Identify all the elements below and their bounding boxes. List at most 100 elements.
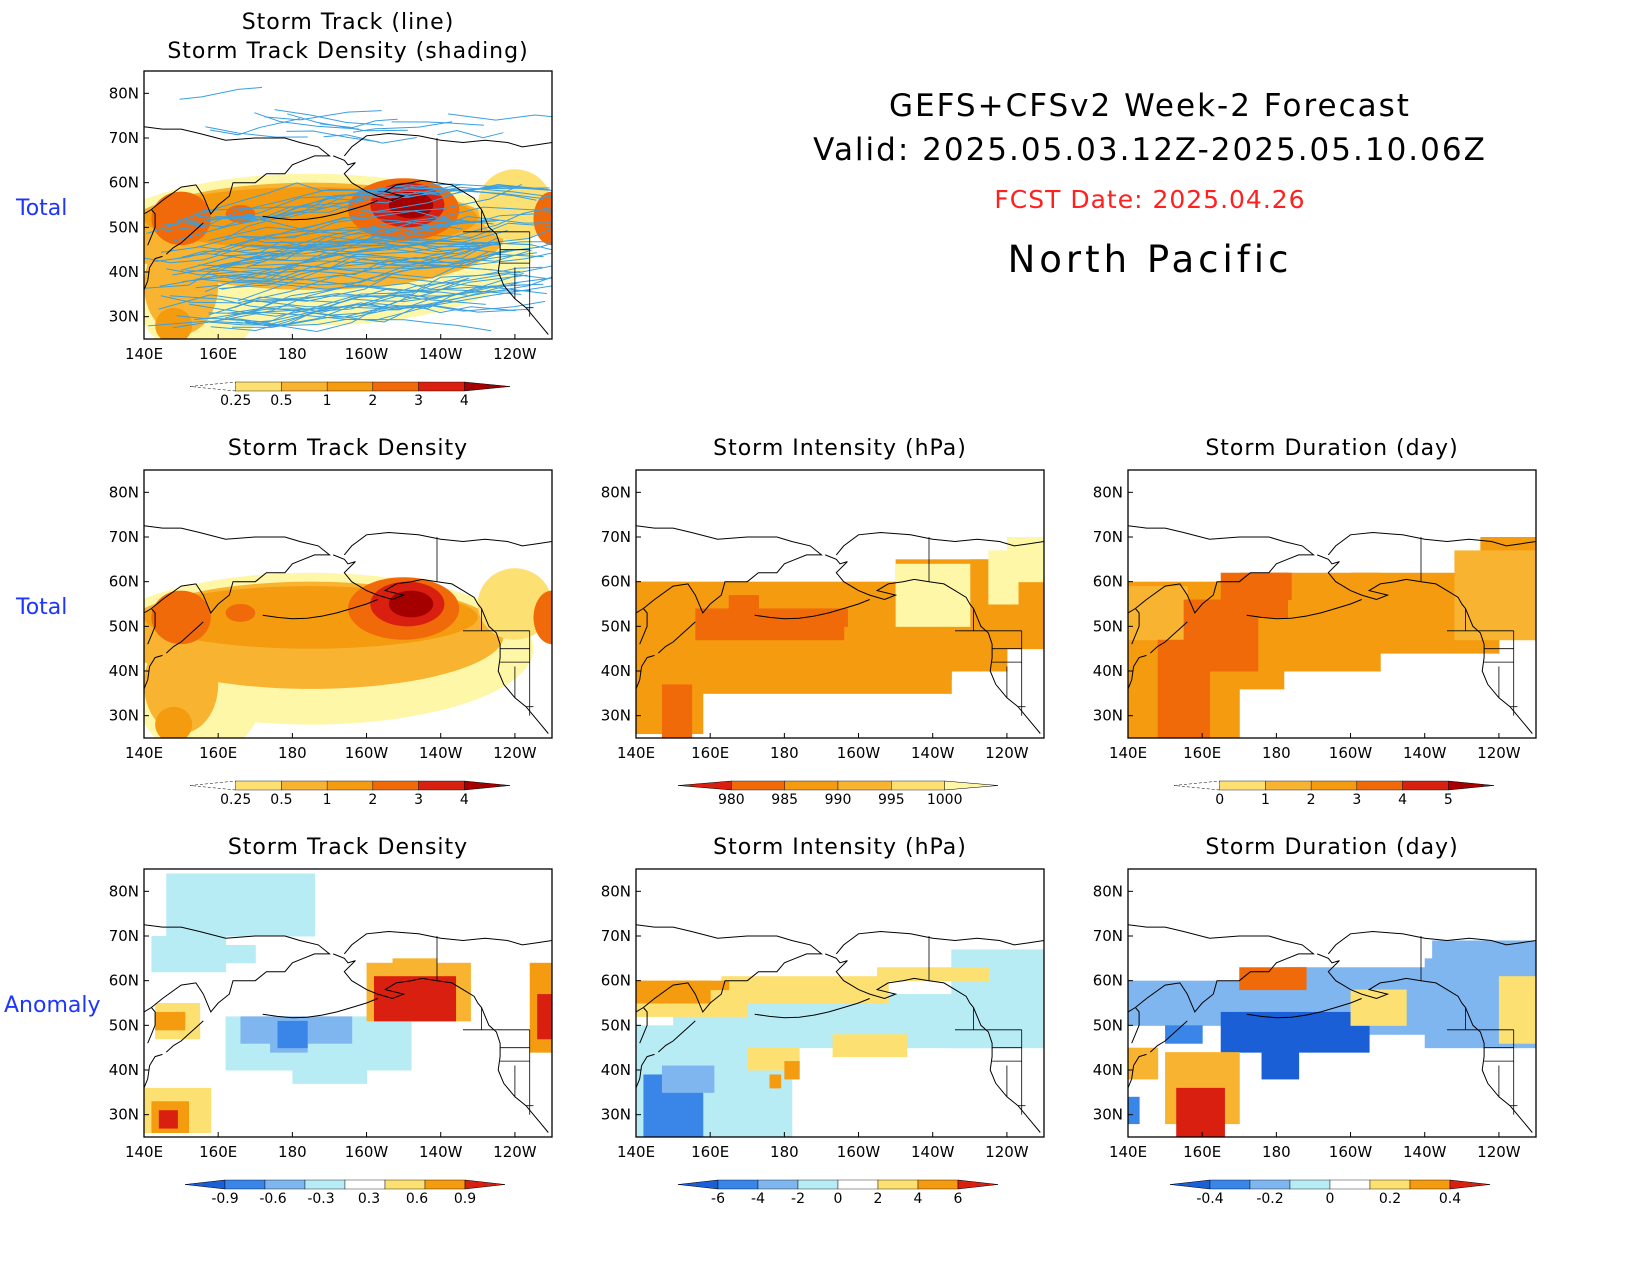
panel4-title: Storm Duration (day) [1205, 436, 1459, 461]
colorbar-label: 0.25 [220, 393, 251, 409]
colorbar-segment [326, 381, 374, 392]
storm-track-line [218, 253, 544, 290]
lon-tick-label: 160E [199, 1143, 237, 1161]
density-shade [144, 635, 219, 734]
lat-tick-label: 40N [1093, 662, 1123, 680]
coastline [144, 924, 331, 1013]
lon-tick-label: 140W [1403, 1143, 1447, 1161]
colorbar-label: 4 [460, 792, 469, 808]
coastline [835, 531, 1044, 556]
lat-tick-label: 80N [1093, 882, 1123, 900]
storm-track-line [254, 112, 359, 130]
lat-tick-label: 70N [109, 528, 139, 546]
coastline [1128, 654, 1147, 690]
colorbar-label: 0.2 [1379, 1191, 1401, 1207]
map-plot-area [636, 869, 1044, 1137]
lon-tick-label: 140W [419, 345, 463, 363]
lon-tick-label: 160W [1329, 1143, 1373, 1161]
colorbar-label: 1000 [927, 792, 963, 808]
storm-track-line [232, 300, 546, 328]
map-plot-area [144, 470, 552, 738]
colorbar-panel4: 0 1 2 3 4 5 [1173, 780, 1495, 808]
forecast-valid-range: Valid: 2025.05.03.12Z-2025.05.10.06Z [813, 132, 1487, 168]
intensity-cell [661, 684, 693, 738]
lat-tick-label: 80N [109, 84, 139, 102]
anomaly-cell [373, 976, 457, 1022]
colorbar-label: 0.3 [358, 1191, 380, 1207]
map-frame [1127, 469, 1537, 739]
map-panel-storm-intensity-total: 140E 160E 180 160W 140W 120W 80N 70N 60N 50N 40N 30… [601, 469, 1045, 762]
colorbar-label: 0.5 [270, 393, 292, 409]
storm-track-line [208, 284, 526, 315]
colorbar-segment [1329, 1179, 1371, 1190]
coastline [636, 525, 823, 614]
colorbar-panel3: 980 985 990 995 1000 [677, 780, 999, 808]
lat-tick-label: 30N [1093, 1106, 1123, 1124]
row-label-total-mid: Total [16, 595, 68, 620]
colorbar-label: -0.3 [307, 1191, 334, 1207]
density-shade [533, 191, 552, 246]
lon-tick-label: 140E [1109, 1143, 1147, 1161]
colorbar-segment [1219, 780, 1266, 791]
anomaly-cell [1283, 967, 1307, 982]
storm-track-line [447, 113, 552, 121]
storm-track-line [178, 235, 471, 260]
coastline [1128, 924, 1315, 1013]
colorbar-segment [418, 780, 465, 791]
storm-track-line [185, 243, 478, 272]
anomaly-cell [392, 958, 438, 973]
map-panel-storm-track-density-total: 140E 160E 180 160W 140W 120W 80N 70N 60N 50N 40N 30… [109, 469, 553, 762]
map-plot-area [1128, 470, 1536, 738]
lat-tick-label: 70N [1093, 528, 1123, 546]
colorbar-label: 2 [874, 1191, 883, 1207]
storm-track-line [236, 186, 552, 219]
lon-tick-label: 120W [493, 1143, 537, 1161]
lat-tick-label: 60N [601, 972, 631, 990]
lon-tick-label: 160W [1329, 744, 1373, 762]
storm-track-line [229, 228, 552, 249]
colorbar-label: 3 [414, 792, 423, 808]
coastline [165, 1020, 204, 1053]
anomaly-cell [1176, 1087, 1225, 1137]
panel3-title: Storm Intensity (hPa) [713, 436, 967, 461]
coastline [1327, 930, 1536, 955]
lon-tick-label: 140E [617, 1143, 655, 1161]
colorbar-panel5: -0.9 -0.6 -0.3 0.3 0.6 0.9 [184, 1179, 506, 1207]
colorbar-segment [677, 1179, 719, 1190]
lon-tick-label: 140E [125, 345, 163, 363]
coastline [754, 599, 870, 620]
storm-track-line [224, 302, 530, 319]
storm-track-line [391, 121, 484, 126]
colorbar-label: 4 [1398, 792, 1407, 808]
map-frame [143, 70, 553, 340]
colorbar-label: 0.9 [454, 1191, 476, 1207]
colorbar-label: -0.4 [1196, 1191, 1223, 1207]
storm-track-line [154, 224, 463, 263]
colorbar-segment [418, 381, 465, 392]
lon-tick-label: 180 [770, 744, 799, 762]
lon-tick-label: 180 [278, 345, 307, 363]
colorbar-label: 3 [1352, 792, 1361, 808]
coastline [165, 222, 204, 255]
anomaly-cell [784, 1061, 800, 1080]
lat-tick-label: 70N [109, 927, 139, 945]
colorbar-segment [797, 1179, 839, 1190]
lat-tick-label: 60N [1093, 972, 1123, 990]
coastline [1246, 998, 1362, 1019]
storm-track-line [221, 242, 552, 290]
storm-track-line [195, 251, 489, 289]
lon-tick-label: 120W [985, 1143, 1029, 1161]
density-shade [388, 590, 434, 618]
colorbar-label: 0.6 [406, 1191, 428, 1207]
colorbar-segment [917, 1179, 959, 1190]
anomaly-cell [166, 873, 316, 937]
coastline [333, 554, 549, 734]
coastline [1317, 554, 1533, 734]
lon-tick-label: 140W [911, 1143, 955, 1161]
map-panel-storm-track-lines: 140E 160E 180 160W 140W 120W 80N 70N 60N 50N 40N 30… [109, 70, 553, 363]
colorbar-segment [189, 381, 236, 392]
anomaly-cell [1432, 940, 1536, 964]
lat-tick-label: 50N [601, 617, 631, 635]
map-plot-area [636, 470, 1044, 738]
intensity-cell [636, 581, 682, 690]
